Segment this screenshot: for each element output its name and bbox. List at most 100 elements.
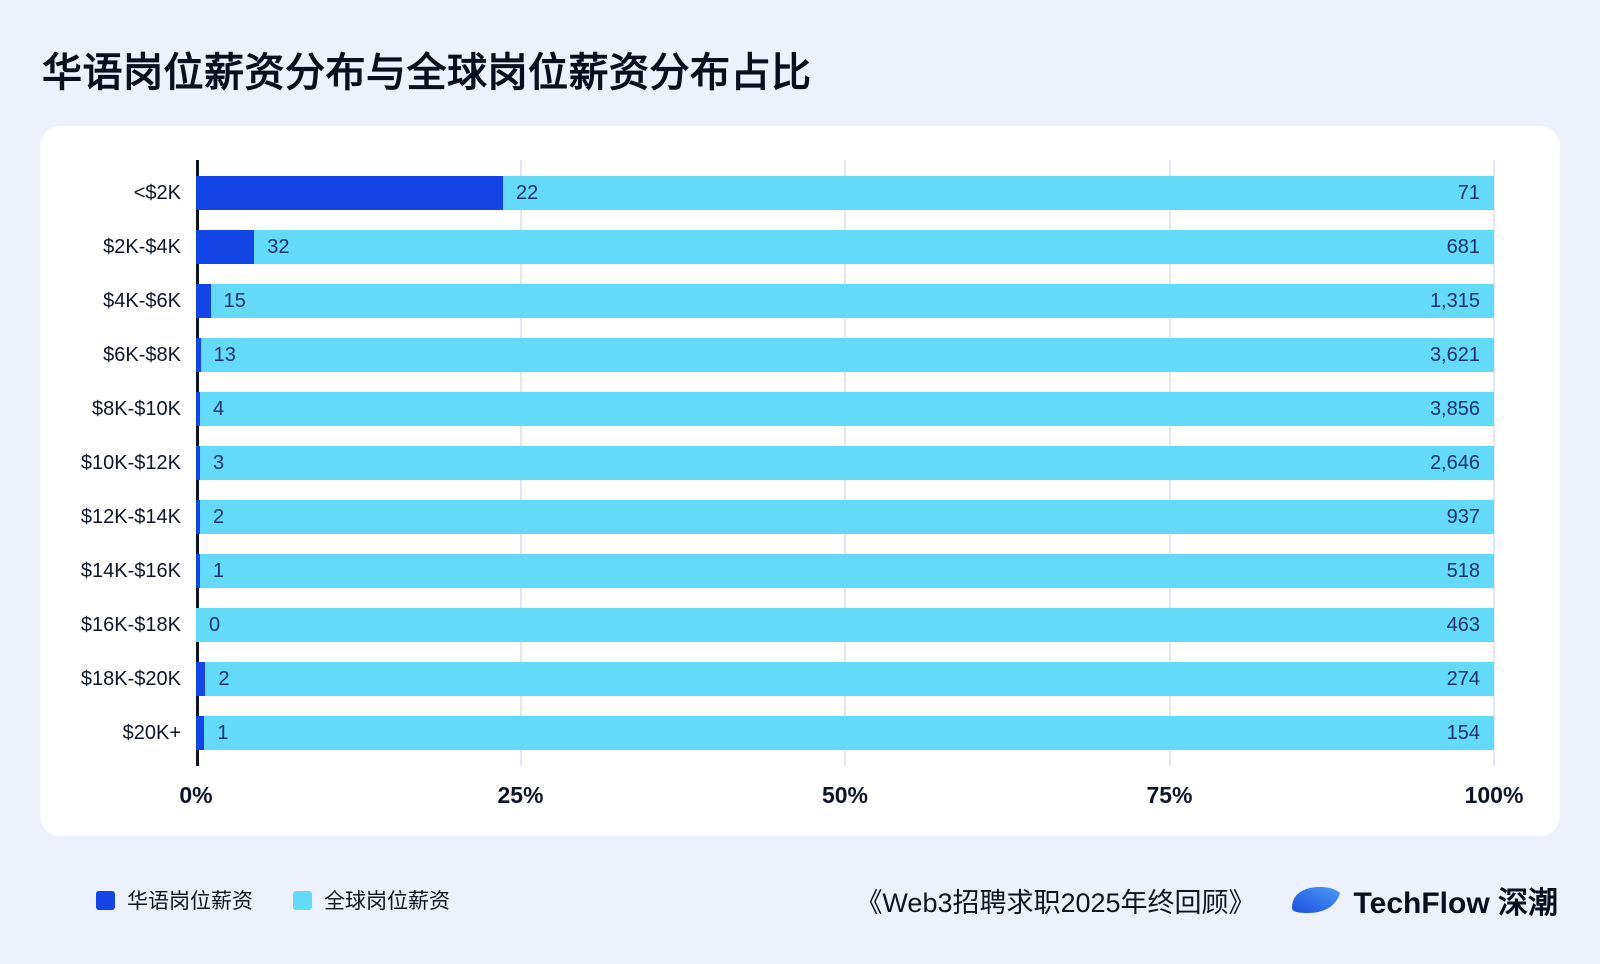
chinese-bar-segment [196,338,201,372]
bar-row: $20K+ 1 154 [68,716,1494,750]
category-label: $20K+ [122,721,181,744]
legend-swatch [96,890,115,910]
legend-item: 全球岗位薪资 [293,885,450,915]
x-tick-label: 75% [1146,782,1193,808]
chinese-bar-segment [196,230,255,264]
global-value-label: 71 [1457,181,1480,204]
global-bar-segment: 1 154 [204,716,1494,750]
x-axis: 0% 25% 50% 75% 100% [68,774,1523,820]
bar-row: $18K-$20K 2 274 [68,662,1494,696]
category-label: $8K-$10K [92,397,181,420]
page-title: 华语岗位薪资分布与全球岗位薪资分布占比 [42,51,812,95]
bar-rows: <$2K 22 71 $2K-$4K 32 681 $4K-$6K 15 1,315 $6K-$8… [68,160,1494,766]
global-value-label: 2,646 [1429,451,1480,474]
bar-track: 2 937 [196,500,1494,534]
bar-row: $4K-$6K 15 1,315 [68,284,1494,318]
category-label: $10K-$12K [80,451,181,474]
global-value-label: 518 [1446,559,1480,582]
legend-swatch [293,890,312,910]
category-label: $4K-$6K [103,289,181,312]
footer: 华语岗位薪资 全球岗位薪资 《Web3招聘求职2025年终回顾》 TechFlow… [40,878,1560,922]
global-value-label: 154 [1446,721,1480,744]
chinese-value-label: 3 [213,451,225,474]
category-label: $18K-$20K [80,667,181,690]
global-value-label: 937 [1446,505,1480,528]
global-bar-segment: 2 937 [200,500,1494,534]
x-tick-label: 50% [821,782,869,808]
bar-track: 4 3,856 [196,392,1494,426]
bar-track: 32 681 [196,230,1494,264]
global-value-label: 3,621 [1429,343,1480,366]
chinese-value-label: 4 [213,397,225,420]
bar-row: $12K-$14K 2 937 [68,500,1494,534]
category-label: $2K-$4K [103,235,181,258]
bar-track: 22 71 [196,176,1494,210]
legend-item: 华语岗位薪资 [96,885,253,915]
global-bar-segment: 32 681 [254,230,1494,264]
bar-track: 15 1,315 [196,284,1494,318]
chinese-value-label: 2 [218,667,230,690]
chinese-bar-segment [196,284,211,318]
chinese-value-label: 0 [209,613,221,636]
legend-label: 全球岗位薪资 [324,890,450,913]
chinese-value-label: 1 [213,559,225,582]
bar-row: $16K-$18K 0 463 [68,608,1494,642]
chinese-value-label: 15 [223,289,246,312]
bar-row: $14K-$16K 1 518 [68,554,1494,588]
source-text: 《Web3招聘求职2025年终回顾》 [855,887,1256,918]
chinese-bar-segment [196,446,200,480]
chinese-value-label: 1 [217,721,229,744]
chinese-bar-segment [196,716,205,750]
chinese-bar-segment [196,554,200,588]
global-bar-segment: 13 3,621 [200,338,1494,372]
category-label: $16K-$18K [80,613,181,636]
global-value-label: 463 [1446,613,1480,636]
global-bar-segment: 1 518 [200,554,1494,588]
x-tick-label: 0% [179,782,213,808]
chinese-bar-segment [196,500,200,534]
bar-track: 13 3,621 [196,338,1494,372]
bar-track: 1 154 [196,716,1494,750]
techflow-logo-icon [1291,887,1340,913]
chinese-value-label: 32 [267,235,290,258]
global-bar-segment: 4 3,856 [200,392,1494,426]
global-value-label: 274 [1446,667,1480,690]
chinese-bar-segment [196,392,200,426]
global-bar-segment: 15 1,315 [210,284,1494,318]
category-label: $6K-$8K [103,343,181,366]
category-label: $12K-$14K [80,505,181,528]
global-bar-segment: 2 274 [205,662,1494,696]
bar-track: 3 2,646 [196,446,1494,480]
bar-track: 0 463 [196,608,1494,642]
gridline [1493,160,1495,766]
chinese-value-label: 13 [213,343,236,366]
chinese-value-label: 2 [213,505,225,528]
category-label: $14K-$16K [80,559,181,582]
bar-row: $2K-$4K 32 681 [68,230,1494,264]
bar-row: <$2K 22 71 [68,176,1494,210]
global-value-label: 1,315 [1429,289,1480,312]
bar-row: $6K-$8K 13 3,621 [68,338,1494,372]
global-bar-segment: 3 2,646 [200,446,1494,480]
chart-card: <$2K 22 71 $2K-$4K 32 681 $4K-$6K 15 1,315 $6K-$8… [40,126,1560,836]
legend-label: 华语岗位薪资 [127,890,253,913]
bar-track: 2 274 [196,662,1494,696]
bar-row: $8K-$10K 4 3,856 [68,392,1494,426]
category-label: <$2K [133,181,181,204]
global-value-label: 681 [1446,235,1480,258]
x-tick-label: 25% [497,782,544,808]
chinese-bar-segment [196,662,206,696]
bar-row: $10K-$12K 3 2,646 [68,446,1494,480]
brand: TechFlow 深潮 [1290,878,1558,922]
plot-area: <$2K 22 71 $2K-$4K 32 681 $4K-$6K 15 1,315 $6K-$8… [68,160,1495,766]
global-bar-segment: 0 463 [196,608,1494,642]
x-tick-label: 100% [1464,782,1524,808]
chinese-bar-segment [196,176,504,210]
global-value-label: 3,856 [1429,397,1480,420]
chinese-value-label: 22 [516,181,539,204]
brand-name: TechFlow 深潮 [1353,887,1558,920]
legend: 华语岗位薪资 全球岗位薪资 [96,885,450,915]
global-bar-segment: 22 71 [503,176,1494,210]
bar-track: 1 518 [196,554,1494,588]
